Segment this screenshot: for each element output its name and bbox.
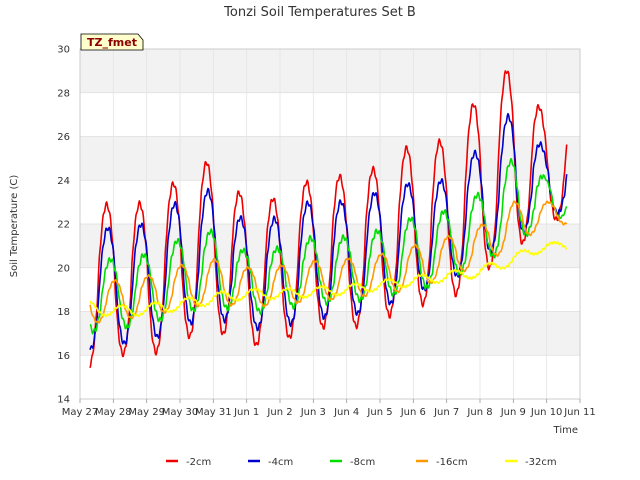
y-tick-label: 20	[57, 263, 70, 274]
plot-frame	[79, 48, 581, 400]
grid-band	[80, 311, 580, 356]
y-tick-label: 24	[57, 176, 70, 187]
legend-label: -32cm	[525, 457, 557, 468]
y-tick-label: 26	[57, 132, 70, 143]
chart-title: Tonzi Soil Temperatures Set B	[223, 5, 416, 20]
legend-label: -4cm	[268, 457, 293, 468]
y-tick-label: 16	[57, 351, 70, 362]
x-tick-label: May 31	[195, 407, 232, 418]
legend-label: -8cm	[350, 457, 375, 468]
x-tick-label: Jun 5	[366, 407, 392, 418]
y-tick-label: 28	[57, 88, 70, 99]
legend-label: -16cm	[436, 457, 468, 468]
series-line	[89, 240, 568, 318]
x-tick-label: Jun 4	[333, 407, 359, 418]
x-tick-label: Jun 2	[266, 407, 292, 418]
x-tick-label: May 30	[162, 407, 199, 418]
x-tick-label: Jun 10	[530, 407, 563, 418]
x-tick-label: Jun 7	[433, 407, 459, 418]
y-tick-label: 22	[57, 220, 70, 231]
grid-band	[80, 136, 580, 181]
series-line	[89, 158, 568, 335]
series-line	[89, 200, 568, 324]
y-tick-labels: 14 16 18 20 22 24 26 28 30	[57, 45, 70, 406]
x-tick-label: May 27	[62, 407, 99, 418]
y-tick-label: 18	[57, 307, 70, 318]
y-tick-label: 30	[57, 45, 70, 56]
axes	[79, 48, 581, 400]
grid-band	[80, 49, 580, 93]
x-tick-label: Jun 8	[466, 407, 492, 418]
x-tick-label: May 29	[128, 407, 165, 418]
x-tick-label: Jun 11	[563, 407, 596, 418]
x-axis-label: Time	[553, 425, 578, 436]
x-tick-label: Jun 3	[300, 407, 326, 418]
x-tick-label: Jun 1	[233, 407, 259, 418]
y-tick-label: 14	[57, 395, 70, 406]
x-tick-label: Jun 9	[500, 407, 526, 418]
y-axis-label: Soil Temperature (C)	[9, 175, 20, 278]
legend-label: -2cm	[186, 457, 211, 468]
x-tick-label: Jun 6	[400, 407, 426, 418]
x-tick-label: May 28	[95, 407, 132, 418]
badge-box	[80, 33, 144, 51]
grid-band	[80, 224, 580, 268]
badge-text: TZ_fmet	[87, 36, 137, 49]
legend: -2cm -4cm -8cm -16cm -32cm	[166, 457, 557, 468]
station-badge: TZ_fmet	[80, 33, 144, 51]
series-layer	[89, 70, 568, 369]
